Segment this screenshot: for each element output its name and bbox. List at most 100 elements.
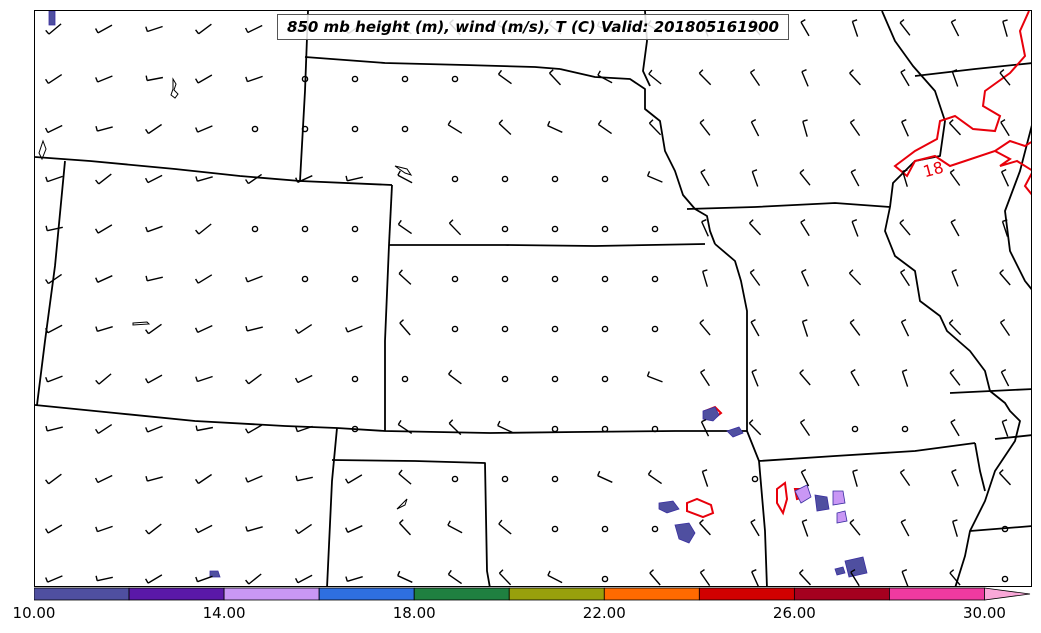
- wind-barb: [850, 569, 860, 586]
- shaded-cell: [832, 490, 846, 506]
- wind-barb: [195, 125, 213, 133]
- calm-wind-marker: [601, 175, 609, 183]
- wind-barb: [447, 520, 463, 534]
- calm-wind-marker: [251, 225, 259, 233]
- colorbar-bin: [413, 587, 510, 601]
- calm-wind-marker: [551, 475, 559, 483]
- wind-barb: [597, 470, 613, 483]
- wind-barb: [195, 274, 213, 284]
- wind-barb: [597, 70, 613, 84]
- wind-barb: [145, 25, 163, 33]
- wind-barb: [799, 169, 811, 186]
- wind-barb: [195, 575, 213, 583]
- calm-wind-marker: [551, 175, 559, 183]
- wind-barb: [799, 419, 811, 436]
- wind-barb: [799, 369, 811, 386]
- wind-barb: [1000, 119, 1010, 137]
- wind-barb: [849, 69, 861, 86]
- calm-wind-marker: [351, 225, 359, 233]
- wind-barb: [949, 369, 961, 386]
- wind-barb: [397, 420, 413, 434]
- calm-wind-marker: [551, 525, 559, 533]
- border-segment: [914, 62, 1031, 77]
- temp-contour-18: [994, 150, 1031, 196]
- wind-barb: [901, 369, 909, 387]
- wind-barbs: [44, 18, 1012, 586]
- wind-barb: [195, 223, 212, 235]
- colorbar-bin: [318, 587, 415, 601]
- wind-barb: [849, 319, 861, 336]
- lake-outline: [132, 321, 151, 326]
- calm-wind-marker: [301, 225, 309, 233]
- calm-wind-marker: [501, 325, 509, 333]
- wind-barb: [194, 74, 213, 84]
- wind-barb: [345, 175, 363, 182]
- colorbar-bin: [793, 587, 890, 601]
- wind-barb: [448, 219, 462, 236]
- calm-wind-marker: [351, 425, 359, 433]
- wind-barb: [699, 569, 711, 586]
- wind-barb: [951, 69, 959, 87]
- wind-barb: [899, 19, 911, 36]
- wind-barb: [849, 519, 861, 536]
- lake-outline: [38, 139, 47, 161]
- calm-wind-marker: [1001, 525, 1009, 533]
- wind-barb: [700, 418, 710, 437]
- wind-barb: [498, 569, 512, 586]
- wind-barb: [398, 469, 412, 485]
- wind-barb: [649, 569, 661, 586]
- shaded-cell: [209, 570, 221, 578]
- wind-barb: [244, 424, 263, 434]
- border-segment: [326, 427, 338, 586]
- calm-wind-marker: [501, 275, 509, 283]
- wind-barb: [447, 569, 463, 585]
- wind-barb: [345, 325, 363, 333]
- wind-barb: [399, 319, 411, 336]
- shaded-cell: [834, 566, 846, 576]
- calm-wind-marker: [451, 175, 459, 183]
- wind-barb: [748, 219, 762, 236]
- lake-outline: [394, 165, 413, 176]
- wind-barb: [900, 518, 910, 537]
- wind-barb: [294, 374, 313, 384]
- colorbar-tick-label: 30.00: [962, 604, 1006, 622]
- shaded-cell: [702, 406, 720, 422]
- wind-barb: [547, 570, 563, 584]
- calm-wind-marker: [1001, 575, 1009, 583]
- wind-barb: [701, 469, 709, 487]
- wind-barb: [45, 74, 63, 84]
- wind-barb: [849, 119, 861, 137]
- calm-wind-marker: [601, 525, 609, 533]
- wind-barb: [295, 175, 313, 183]
- colorbar-bin: [984, 587, 1031, 601]
- wind-barb: [948, 119, 962, 136]
- contour-label-18: 18: [921, 158, 946, 182]
- wind-barb: [345, 576, 363, 582]
- wind-barb: [950, 218, 960, 237]
- wind-barb: [295, 523, 313, 535]
- wind-barb: [497, 69, 512, 85]
- calm-wind-marker: [601, 275, 609, 283]
- wind-barb: [702, 269, 708, 287]
- lake-outline: [396, 498, 408, 510]
- calm-wind-marker: [451, 275, 459, 283]
- wind-barb: [750, 318, 760, 337]
- wind-barb: [750, 518, 760, 537]
- wind-barb: [294, 574, 313, 584]
- wind-barb: [999, 69, 1011, 86]
- wind-barb: [850, 168, 860, 187]
- wind-barb: [44, 124, 63, 134]
- border-segment: [686, 202, 891, 210]
- lakes: [38, 77, 413, 510]
- wind-barb: [397, 170, 413, 184]
- calm-wind-marker: [901, 425, 909, 433]
- colorbar: [34, 587, 1031, 601]
- calm-wind-marker: [651, 275, 659, 283]
- colorbar-tick-label: 18.00: [392, 604, 436, 622]
- wind-barb: [94, 474, 113, 484]
- calm-wind-marker: [651, 225, 659, 233]
- wind-barb: [648, 119, 662, 136]
- wind-barb: [244, 24, 263, 34]
- calm-wind-marker: [251, 125, 259, 133]
- temperature-contours: [686, 11, 1031, 519]
